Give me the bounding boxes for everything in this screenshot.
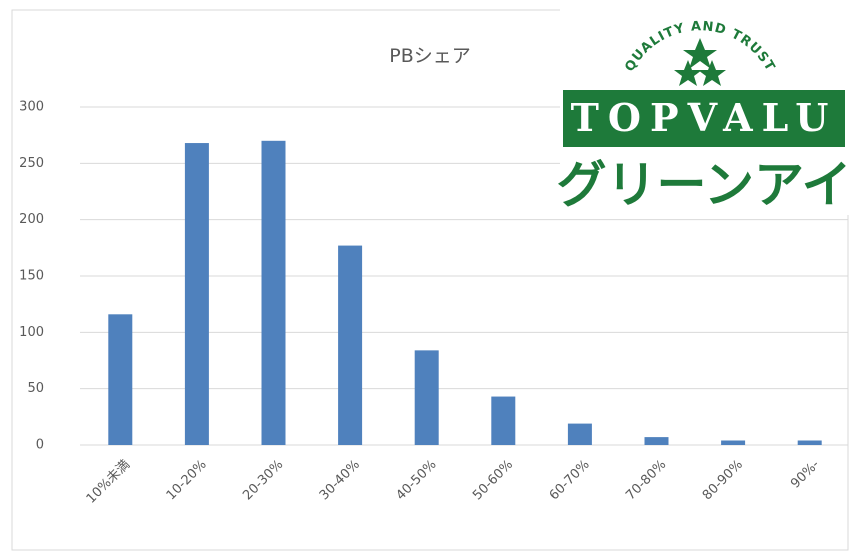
y-tick-label: 100 bbox=[19, 325, 44, 340]
bar bbox=[491, 396, 516, 445]
bar bbox=[567, 423, 592, 445]
y-tick-label: 300 bbox=[19, 100, 44, 115]
y-tick-label: 150 bbox=[19, 269, 44, 284]
bar bbox=[721, 440, 746, 445]
logo-subbrand: グリーンアイ bbox=[557, 156, 849, 214]
bar bbox=[184, 143, 209, 445]
logo-band bbox=[563, 90, 845, 147]
bar bbox=[261, 140, 286, 446]
y-tick-label: 200 bbox=[19, 212, 44, 227]
logo: QUALITY AND TRUST TOPVALU グリーンアイ bbox=[557, 0, 849, 215]
bar bbox=[414, 350, 439, 445]
y-tick-label: 50 bbox=[27, 381, 44, 396]
logo-brand: TOPVALU bbox=[571, 95, 838, 140]
bar bbox=[644, 437, 669, 445]
bar bbox=[108, 314, 133, 445]
bar bbox=[797, 440, 822, 445]
logo-emblem bbox=[674, 38, 726, 86]
y-tick-label: 0 bbox=[36, 438, 44, 453]
bar bbox=[338, 245, 363, 445]
chart-title: PBシェア bbox=[389, 45, 471, 67]
y-tick-label: 250 bbox=[19, 156, 44, 171]
